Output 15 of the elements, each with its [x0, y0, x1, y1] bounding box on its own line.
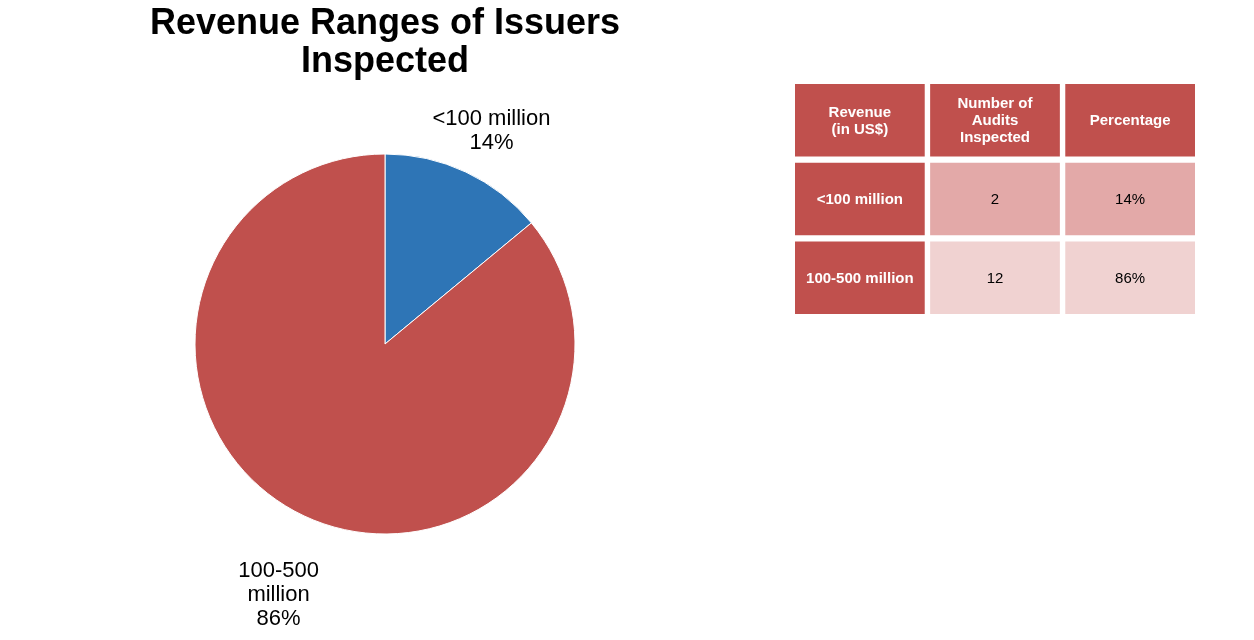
category-label: 100-500 million	[806, 268, 914, 286]
text: Percentage	[1089, 111, 1171, 129]
data-label: 2	[990, 190, 1000, 207]
data-label: 86%	[256, 605, 301, 631]
data-label: 14%	[1115, 190, 1146, 207]
data-label: 12	[986, 268, 1004, 286]
category-label: <100 million	[816, 190, 904, 207]
pie-slice	[194, 153, 576, 535]
text: Revenue (in US$)	[828, 102, 892, 137]
data-label: 86%	[1115, 268, 1146, 286]
series-label: Number of Audits Inspected	[957, 94, 1034, 146]
data-label: 14%	[469, 128, 514, 154]
slice-label: <100 million	[432, 104, 551, 130]
slice-label: 100-500 million	[238, 557, 319, 607]
chart-title: Revenue Ranges of Issuers Inspected	[149, 1, 621, 80]
